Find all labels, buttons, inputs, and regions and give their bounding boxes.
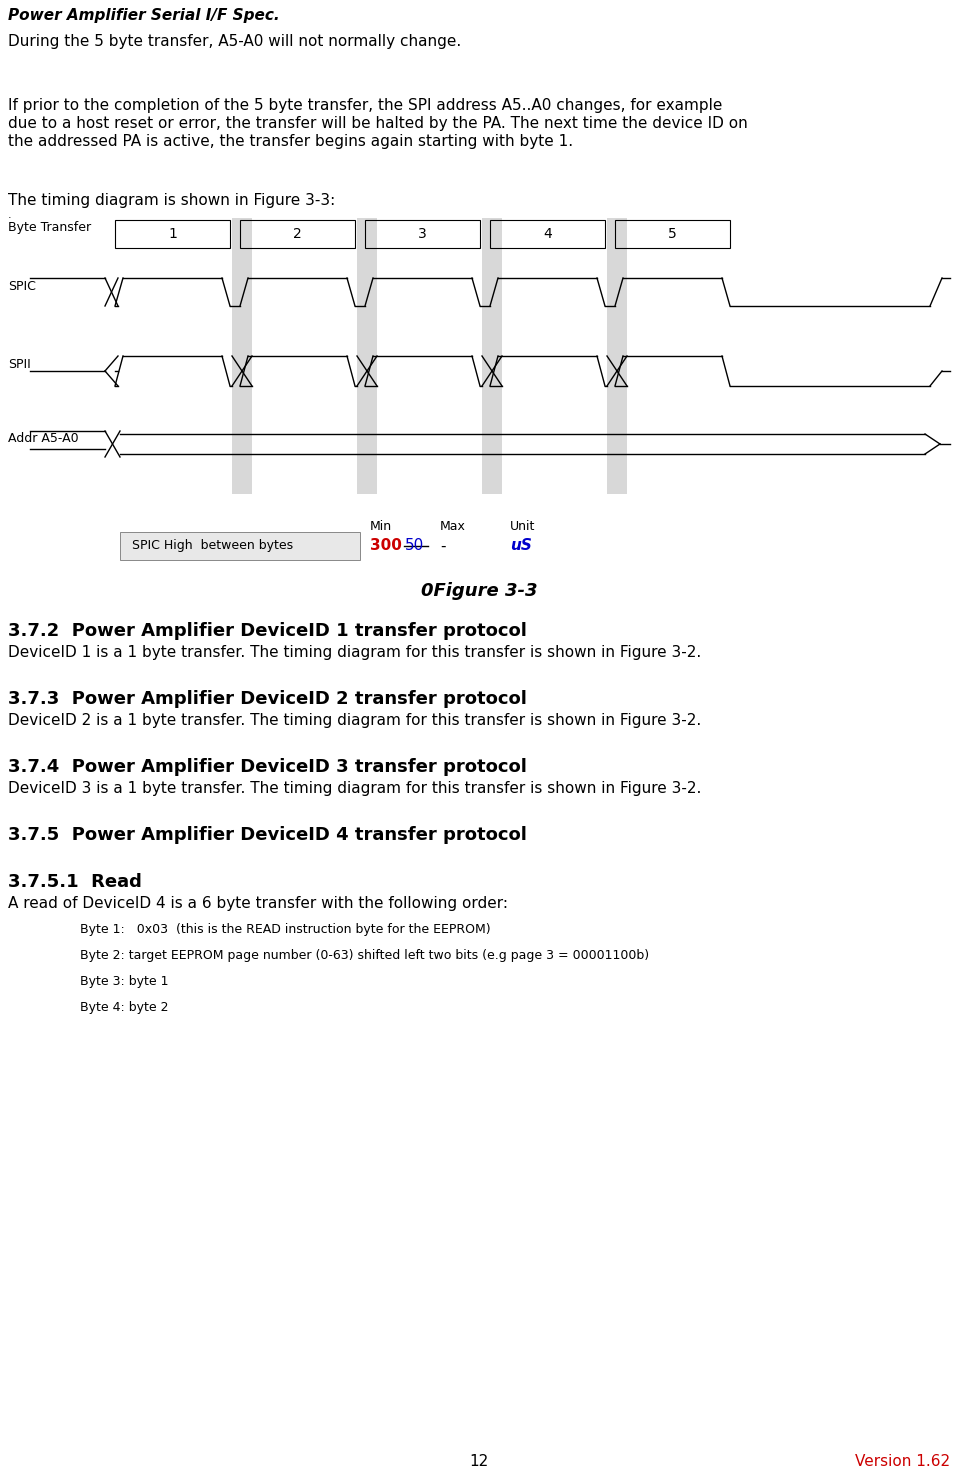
Text: .: .: [8, 210, 12, 220]
Text: Byte 1:   0x03  (this is the READ instruction byte for the EEPROM): Byte 1: 0x03 (this is the READ instructi…: [80, 923, 491, 936]
Text: 2: 2: [293, 227, 302, 241]
Text: 3: 3: [418, 227, 427, 241]
Text: Addr A5-A0: Addr A5-A0: [8, 431, 79, 445]
Text: Max: Max: [440, 520, 466, 533]
Bar: [115, 220, 230, 248]
Text: 1: 1: [168, 227, 177, 241]
Text: -: -: [440, 539, 446, 554]
Text: 4: 4: [543, 227, 551, 241]
Text: the addressed PA is active, the transfer begins again starting with byte 1.: the addressed PA is active, the transfer…: [8, 134, 573, 149]
Text: 300: 300: [370, 539, 402, 554]
Bar: [615, 220, 730, 248]
Text: 5: 5: [668, 227, 677, 241]
Bar: [240, 220, 355, 248]
Text: Min: Min: [370, 520, 392, 533]
Text: uS: uS: [510, 539, 532, 554]
Text: DeviceID 2 is a 1 byte transfer. The timing diagram for this transfer is shown i: DeviceID 2 is a 1 byte transfer. The tim…: [8, 713, 701, 728]
Text: SPII: SPII: [8, 359, 31, 372]
Text: During the 5 byte transfer, A5-A0 will not normally change.: During the 5 byte transfer, A5-A0 will n…: [8, 34, 461, 49]
Text: 3.7.5.1  Read: 3.7.5.1 Read: [8, 873, 142, 891]
Text: Byte 2: target EEPROM page number (0-63) shifted left two bits (e.g page 3 = 000: Byte 2: target EEPROM page number (0-63)…: [80, 950, 649, 962]
Text: 3.7.5  Power Amplifier DeviceID 4 transfer protocol: 3.7.5 Power Amplifier DeviceID 4 transfe…: [8, 826, 526, 843]
Bar: [490, 220, 605, 248]
Text: SPIC High  between bytes: SPIC High between bytes: [132, 539, 293, 552]
Text: DeviceID 3 is a 1 byte transfer. The timing diagram for this transfer is shown i: DeviceID 3 is a 1 byte transfer. The tim…: [8, 781, 701, 796]
Text: 12: 12: [469, 1453, 489, 1470]
Text: 50: 50: [405, 539, 424, 554]
Text: 0Figure 3-3: 0Figure 3-3: [421, 582, 537, 600]
Text: Byte 4: byte 2: Byte 4: byte 2: [80, 1001, 169, 1015]
Text: due to a host reset or error, the transfer will be halted by the PA. The next ti: due to a host reset or error, the transf…: [8, 117, 748, 131]
Bar: [365, 220, 480, 248]
Text: Unit: Unit: [510, 520, 535, 533]
Text: 3.7.4  Power Amplifier DeviceID 3 transfer protocol: 3.7.4 Power Amplifier DeviceID 3 transfe…: [8, 758, 526, 775]
Text: 3.7.3  Power Amplifier DeviceID 2 transfer protocol: 3.7.3 Power Amplifier DeviceID 2 transfe…: [8, 690, 526, 707]
Text: Byte 3: byte 1: Byte 3: byte 1: [80, 975, 169, 988]
Bar: [357, 219, 377, 493]
Bar: [482, 219, 502, 493]
Text: Byte Transfer: Byte Transfer: [8, 222, 91, 235]
Text: Power Amplifier Serial I/F Spec.: Power Amplifier Serial I/F Spec.: [8, 7, 280, 24]
Text: 3.7.2  Power Amplifier DeviceID 1 transfer protocol: 3.7.2 Power Amplifier DeviceID 1 transfe…: [8, 622, 526, 640]
Bar: [607, 219, 627, 493]
Text: DeviceID 1 is a 1 byte transfer. The timing diagram for this transfer is shown i: DeviceID 1 is a 1 byte transfer. The tim…: [8, 645, 701, 660]
Text: The timing diagram is shown in Figure 3-3:: The timing diagram is shown in Figure 3-…: [8, 193, 336, 208]
Text: Version 1.62: Version 1.62: [854, 1453, 950, 1470]
Text: A read of DeviceID 4 is a 6 byte transfer with the following order:: A read of DeviceID 4 is a 6 byte transfe…: [8, 897, 508, 911]
Text: SPIC: SPIC: [8, 279, 35, 292]
Text: If prior to the completion of the 5 byte transfer, the SPI address A5..A0 change: If prior to the completion of the 5 byte…: [8, 97, 722, 114]
Bar: [232, 219, 252, 493]
Bar: [120, 532, 360, 560]
